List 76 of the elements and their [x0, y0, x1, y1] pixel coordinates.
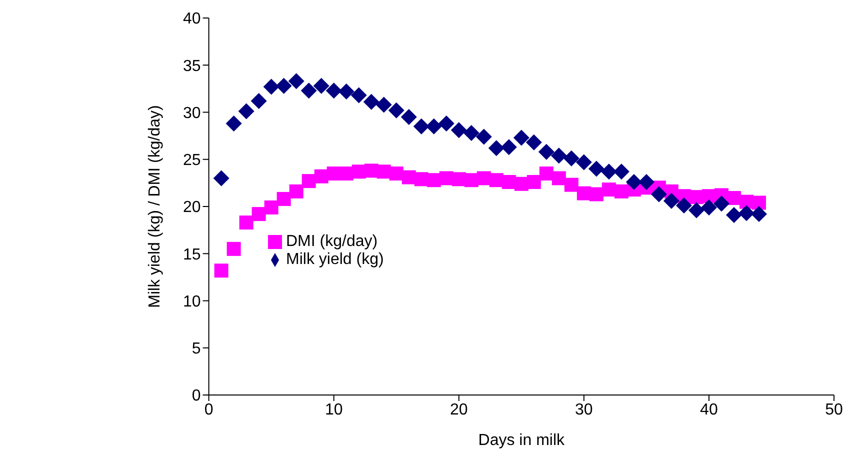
point [363, 94, 380, 110]
point [226, 242, 241, 256]
point [214, 264, 228, 278]
x-tick-label: 30 [575, 401, 593, 418]
y-tick-label: 25 [183, 152, 201, 170]
point [713, 196, 730, 212]
point [650, 186, 667, 202]
point [564, 178, 578, 192]
x-axis-title: Days in milk [478, 432, 566, 449]
point [526, 134, 542, 150]
point [350, 87, 367, 104]
y-tick-label: 15 [183, 246, 201, 264]
y-tick-label: 20 [183, 199, 201, 216]
point [289, 184, 304, 198]
point [576, 154, 592, 170]
point [400, 108, 417, 125]
point [376, 96, 392, 113]
y-tick-label: 35 [183, 58, 201, 75]
point [438, 116, 454, 132]
x-tick-label: 0 [204, 401, 214, 418]
y-tick-label: 0 [192, 388, 201, 405]
x-tick-label: 50 [825, 401, 843, 418]
point [700, 199, 717, 216]
point [550, 148, 567, 164]
point [588, 160, 604, 177]
point [250, 92, 267, 109]
point [626, 174, 642, 190]
legend-label: DMI (kg/day) [286, 233, 378, 250]
point [326, 82, 342, 99]
point [450, 122, 467, 138]
point [750, 206, 767, 222]
point [676, 198, 692, 214]
point [300, 82, 317, 99]
point [313, 78, 330, 94]
y-tick-label: 30 [183, 104, 201, 122]
y-tick-label: 5 [192, 340, 201, 358]
point [663, 192, 680, 209]
point [263, 78, 280, 95]
point [226, 116, 242, 132]
point [252, 207, 266, 222]
point [238, 103, 254, 120]
point [538, 144, 554, 160]
point [276, 192, 291, 206]
point [500, 139, 517, 156]
point [288, 73, 304, 90]
point [463, 124, 480, 141]
point [276, 78, 292, 94]
point [552, 171, 566, 186]
point [688, 202, 704, 218]
y-tick-label: 10 [183, 293, 201, 310]
point [752, 196, 766, 210]
point [600, 164, 617, 180]
point [638, 174, 654, 190]
point [426, 118, 442, 134]
point [526, 174, 541, 189]
point [476, 128, 492, 145]
point [488, 140, 504, 156]
point [563, 150, 580, 166]
point [338, 84, 354, 100]
point [513, 130, 530, 146]
point [239, 216, 254, 230]
x-tick-label: 20 [450, 401, 468, 418]
point [213, 170, 230, 186]
point [388, 102, 404, 118]
legend-label: Milk yield (kg) [286, 251, 384, 268]
y-tick-label: 40 [183, 10, 201, 28]
x-tick-label: 10 [324, 401, 343, 418]
x-tick-label: 40 [700, 401, 718, 418]
point [613, 164, 630, 180]
y-axis-title: Milk yield (kg) / DMI (kg/day) [146, 105, 164, 308]
point [539, 166, 554, 181]
point [413, 118, 430, 134]
point [264, 200, 278, 214]
point [726, 206, 742, 223]
point [738, 205, 754, 222]
point [302, 174, 316, 188]
